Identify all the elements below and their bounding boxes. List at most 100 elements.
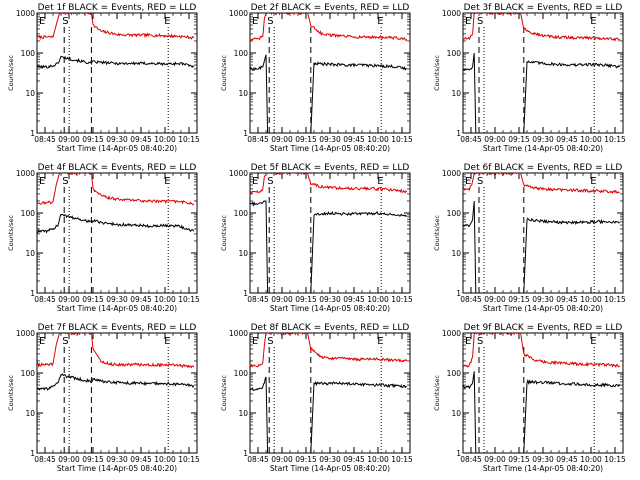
marker-s-label: S [62, 16, 68, 27]
marker-e2-label: E [377, 336, 383, 347]
x-tick-label: 09:30 [532, 135, 554, 144]
x-tick-label: 09:45 [130, 455, 152, 464]
y-axis-label: Counts/sec [433, 375, 441, 411]
x-tick-label: 09:15 [82, 295, 104, 304]
y-tick-label: 100 [234, 49, 249, 58]
panel-title: Det 1f BLACK = Events, RED = LLD [38, 3, 197, 13]
marker-e2-label: E [377, 176, 383, 187]
y-tick-label: 10 [238, 89, 248, 98]
x-axis-label: Start Time (14-Apr-05 08:40:20) [270, 304, 390, 313]
x-axis-label: Start Time (14-Apr-05 08:40:20) [483, 464, 603, 473]
y-tick-label: 1000 [442, 9, 461, 18]
series-events-line [37, 213, 195, 234]
x-tick-label: 09:30 [319, 455, 341, 464]
panel-title: Det 7f BLACK = Events, RED = LLD [38, 323, 197, 333]
x-tick-label: 09:15 [295, 295, 317, 304]
x-tick-label: 09:45 [130, 295, 152, 304]
y-tick-label: 1 [456, 129, 461, 138]
y-tick-label: 10 [25, 89, 35, 98]
x-axis-label: Start Time (14-Apr-05 08:40:20) [483, 304, 603, 313]
x-tick-label: 09:00 [58, 135, 80, 144]
x-axis-label: Start Time (14-Apr-05 08:40:20) [270, 464, 390, 473]
panel-title: Det 9f BLACK = Events, RED = LLD [464, 323, 623, 333]
plot-area [250, 333, 408, 453]
y-axis-label: Counts/sec [7, 55, 15, 91]
y-tick-label: 1 [456, 289, 461, 298]
x-tick-label: 08:45 [34, 455, 56, 464]
plot-area [250, 13, 408, 133]
x-tick-label: 09:00 [58, 455, 80, 464]
x-tick-label: 09:15 [508, 295, 530, 304]
y-tick-label: 100 [21, 49, 36, 58]
y-tick-label: 1000 [229, 9, 248, 18]
y-tick-label: 100 [447, 49, 462, 58]
x-tick-label: 08:45 [460, 135, 482, 144]
x-tick-label: 09:00 [484, 135, 506, 144]
y-tick-label: 10 [451, 409, 461, 418]
series-lld-line [463, 13, 621, 42]
x-tick-label: 10:00 [154, 135, 176, 144]
y-tick-label: 1000 [16, 169, 35, 178]
x-tick-label: 09:30 [532, 455, 554, 464]
x-tick-label: 09:30 [319, 295, 341, 304]
panel-title: Det 3f BLACK = Events, RED = LLD [464, 3, 623, 13]
x-tick-label: 10:00 [154, 295, 176, 304]
x-tick-label: 09:15 [295, 135, 317, 144]
series-lld-line [250, 13, 408, 42]
marker-s-label: S [267, 176, 273, 187]
x-tick-label: 09:30 [106, 135, 128, 144]
series-lld-line [463, 173, 620, 195]
marker-e2-label: E [590, 16, 596, 27]
x-tick-label: 09:45 [343, 135, 365, 144]
x-tick-label: 09:30 [532, 295, 554, 304]
y-tick-label: 100 [447, 369, 462, 378]
y-tick-label: 1 [243, 289, 248, 298]
x-tick-label: 10:15 [604, 135, 626, 144]
panel-det-8: Det 8f BLACK = Events, RED = LLD 1 10 100 10… [220, 323, 413, 473]
x-axis-label: Start Time (14-Apr-05 08:40:20) [57, 464, 177, 473]
marker-s-label: S [62, 176, 68, 187]
y-tick-label: 1 [243, 449, 248, 458]
marker-s-label: S [477, 336, 483, 347]
plot-area [463, 173, 621, 293]
x-axis-label: Start Time (14-Apr-05 08:40:20) [57, 144, 177, 153]
y-tick-label: 100 [447, 209, 462, 218]
y-tick-label: 1 [30, 129, 35, 138]
y-tick-label: 10 [451, 249, 461, 258]
y-axis-label: Counts/sec [433, 215, 441, 251]
x-tick-label: 09:00 [271, 295, 293, 304]
series-lld-line [37, 13, 195, 40]
marker-e2-label: E [164, 16, 170, 27]
series-lld-line [463, 333, 621, 368]
marker-s-label: S [62, 336, 68, 347]
marker-s-label: S [267, 16, 273, 27]
panel-title: Det 2f BLACK = Events, RED = LLD [251, 3, 410, 13]
x-tick-label: 09:30 [106, 295, 128, 304]
marker-e-label: E [252, 16, 258, 27]
series-lld-line [250, 173, 408, 195]
y-tick-label: 10 [238, 249, 248, 258]
panel-det-5: Det 5f BLACK = Events, RED = LLD 1 10 100 10… [220, 163, 413, 313]
marker-e-label: E [465, 176, 471, 187]
plot-frame [36, 12, 198, 134]
y-axis-label: Counts/sec [220, 215, 228, 251]
y-tick-label: 1 [456, 449, 461, 458]
marker-e2-label: E [164, 176, 170, 187]
marker-s-label: S [477, 16, 483, 27]
y-axis-label: Counts/sec [7, 215, 15, 251]
x-tick-label: 09:45 [556, 295, 578, 304]
panel-det-7: Det 7f BLACK = Events, RED = LLD 1 10 100 10… [7, 323, 200, 473]
y-tick-label: 10 [25, 249, 35, 258]
series-events-line [37, 55, 195, 70]
x-tick-label: 09:45 [130, 135, 152, 144]
series-events-line [463, 371, 621, 453]
series-events-line [463, 52, 621, 133]
panel-title: Det 6f BLACK = Events, RED = LLD [464, 163, 623, 173]
series-events-line [463, 200, 621, 293]
x-tick-label: 08:45 [460, 295, 482, 304]
panel-det-6: Det 6f BLACK = Events, RED = LLD 1 10 100 10… [433, 163, 626, 313]
x-tick-label: 09:15 [508, 455, 530, 464]
plot-area [37, 333, 195, 453]
y-tick-label: 10 [451, 89, 461, 98]
x-tick-label: 09:15 [82, 455, 104, 464]
